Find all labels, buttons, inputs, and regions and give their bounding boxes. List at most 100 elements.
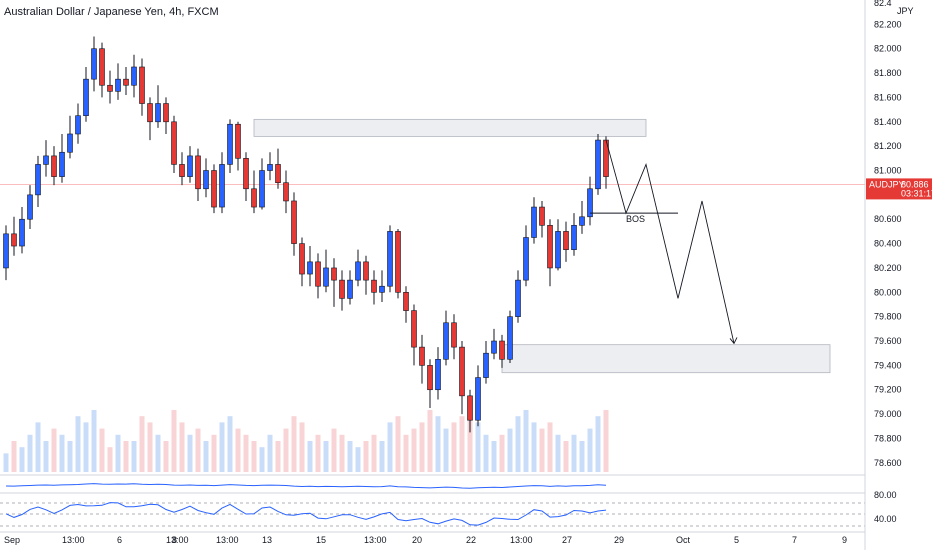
- candle-body: [307, 261, 313, 275]
- y-tick-label: 80.200: [874, 263, 902, 273]
- volume-bar: [27, 434, 33, 472]
- candle-body: [211, 170, 217, 208]
- volume-bar: [459, 416, 465, 472]
- candle-body: [147, 103, 153, 123]
- y-top-label: 82.4: [874, 0, 892, 8]
- x-tick-label: 20: [412, 535, 422, 545]
- volume-bar: [211, 434, 217, 472]
- y-tick-label: 81.400: [874, 117, 902, 127]
- candle-body: [267, 164, 273, 171]
- zones-layer: [0, 118, 865, 374]
- candle-body: [499, 340, 505, 360]
- candle-body: [587, 188, 593, 218]
- candle-body: [579, 216, 585, 226]
- candle-body: [411, 310, 417, 348]
- candle-body: [539, 206, 545, 226]
- volume-bar: [547, 422, 553, 472]
- projection-arrowhead: [729, 337, 738, 345]
- volume-bar: [275, 441, 281, 472]
- candle-body: [363, 261, 369, 281]
- candle-body: [507, 316, 513, 360]
- candle-body: [131, 66, 137, 86]
- candle-body: [451, 322, 457, 348]
- candle-body: [371, 279, 377, 293]
- volume-bar: [467, 410, 473, 472]
- volume-bar: [35, 422, 41, 472]
- y-tick-label: 81.200: [874, 141, 902, 151]
- candle-body: [347, 279, 353, 299]
- volume-bar: [99, 428, 105, 472]
- candle-body: [547, 225, 553, 269]
- volume-bar: [603, 410, 609, 472]
- volume-bar: [515, 416, 521, 472]
- osc-tick-label: 40.00: [874, 514, 897, 524]
- candle-body: [259, 170, 265, 208]
- volume-bar: [147, 422, 153, 472]
- x-tick-label: 9: [842, 535, 847, 545]
- bos-label: BOS: [626, 214, 645, 224]
- volume-bar: [331, 428, 337, 472]
- x-tick-label: Oct: [676, 535, 691, 545]
- volume-bar: [475, 422, 481, 472]
- candle-body: [43, 155, 49, 165]
- volume-bar: [299, 422, 305, 472]
- x-tick-label: 29: [614, 535, 624, 545]
- candle-body: [203, 170, 209, 190]
- volume-bar: [83, 422, 89, 472]
- x-tick-label: 22: [466, 535, 476, 545]
- volume-bar: [123, 441, 129, 472]
- x-tick-label: 13:00: [510, 535, 533, 545]
- zone-rect: [253, 118, 647, 137]
- countdown-tag: 03:31:17: [901, 188, 932, 198]
- x-tick-label: 13:00: [364, 535, 387, 545]
- volume-bar: [259, 447, 265, 472]
- y-tick-label: 80.400: [874, 239, 902, 249]
- candle-body: [515, 279, 521, 317]
- volume-bar: [539, 428, 545, 472]
- candle-body: [107, 84, 113, 92]
- x-tick-label: 27: [562, 535, 572, 545]
- volume-bar: [75, 416, 81, 472]
- y-tick-label: 82.200: [874, 19, 902, 29]
- y-tick-label: 78.600: [874, 458, 902, 468]
- candle-body: [531, 206, 537, 238]
- volume-bar: [403, 434, 409, 472]
- volume-bar: [443, 428, 449, 472]
- volume-bar: [507, 428, 513, 472]
- x-tick-label: 6: [117, 535, 122, 545]
- volume-bar: [395, 416, 401, 472]
- x-tick-label: 5: [734, 535, 739, 545]
- candle-body: [427, 365, 433, 391]
- candle-body: [75, 115, 81, 135]
- oscillator-line: [5, 483, 607, 489]
- volume-bar: [579, 441, 585, 472]
- x-tick-label: 8: [172, 535, 177, 545]
- rsi-line: [5, 502, 607, 526]
- y-tick-label: 81.000: [874, 166, 902, 176]
- candle-body: [291, 200, 297, 244]
- candle-body: [435, 358, 441, 391]
- candle-body: [35, 164, 41, 196]
- candle-body: [91, 48, 97, 80]
- candle-body: [395, 231, 401, 293]
- volume-bar: [323, 441, 329, 472]
- y-tick-label: 78.800: [874, 433, 902, 443]
- volume-bar: [379, 441, 385, 472]
- x-tick-label: 13:00: [166, 535, 189, 545]
- volume-bar: [67, 441, 73, 472]
- candle-body: [323, 267, 329, 287]
- x-tick-label: 7: [792, 535, 797, 545]
- volume-bar: [483, 434, 489, 472]
- last-price-tag: 80.886: [901, 179, 929, 189]
- volume-bar: [315, 434, 321, 472]
- volume-bar: [131, 441, 137, 472]
- candle-body: [235, 123, 241, 159]
- candle-body: [419, 346, 425, 366]
- candle-body: [59, 151, 65, 177]
- volume-bar: [203, 441, 209, 472]
- y-tick-label: 80.000: [874, 287, 902, 297]
- candle-body: [283, 182, 289, 202]
- volume-bar: [291, 416, 297, 472]
- candle-body: [339, 279, 345, 299]
